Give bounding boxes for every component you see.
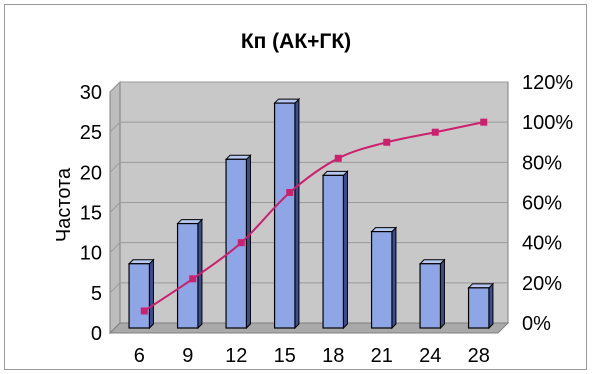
bar: [370, 231, 393, 329]
y-tick-label: 20: [80, 162, 102, 184]
y-tick-label: 0: [91, 323, 102, 345]
y-tick-label: 10: [80, 243, 102, 265]
gridline-side: [109, 161, 121, 173]
y-tick-label: 5: [91, 283, 102, 305]
bar: [225, 158, 248, 329]
bar-side: [294, 97, 300, 330]
x-tick-label: 28: [468, 345, 490, 367]
plot-floor: [108, 322, 510, 334]
x-tick-label: 18: [322, 345, 344, 367]
y2-tick-label: 120%: [522, 72, 573, 94]
bar: [322, 174, 345, 329]
cumulative-point: [480, 118, 488, 126]
cumulative-line: [143, 121, 484, 312]
y-tick-label: 30: [80, 82, 102, 104]
x-tick-label: 6: [134, 345, 145, 367]
x-tick-label: 12: [225, 345, 247, 367]
cumulative-point: [383, 138, 391, 146]
y2-tick-label: 0%: [522, 313, 551, 335]
y-tick-label: 25: [80, 122, 102, 144]
plot-area: 0 5 10 15 20 25 30 0% 20% 40% 60% 80% 100% 120% 6 9 12 15…: [80, 72, 574, 367]
bar-side: [391, 226, 397, 330]
y-tick-label: 15: [80, 203, 102, 225]
y2-tick-label: 100%: [522, 112, 573, 134]
x-tick-label: 15: [274, 345, 296, 367]
bar-side: [342, 170, 348, 330]
bar-top: [467, 283, 495, 289]
bar-top: [418, 259, 446, 265]
y-axis-label: Частота: [53, 167, 75, 242]
cumulative-point: [334, 154, 342, 162]
bar-side: [245, 154, 251, 330]
bar-side: [148, 258, 154, 330]
cumulative-point: [189, 275, 197, 283]
x-tick-label: 21: [371, 345, 393, 367]
bar-side: [439, 258, 445, 330]
cumulative-point: [237, 239, 245, 247]
x-tick-label: 9: [182, 345, 193, 367]
gridline-side: [109, 81, 121, 93]
bar-top: [321, 170, 349, 176]
cumulative-point: [286, 188, 294, 196]
gridline-side: [109, 282, 121, 294]
y2-tick-label: 20%: [522, 273, 562, 295]
y2-tick-label: 40%: [522, 233, 562, 255]
x-tick-label: 24: [419, 345, 441, 367]
bar: [273, 102, 296, 329]
y2-tick-label: 80%: [522, 152, 562, 174]
bar: [128, 263, 151, 329]
bar-side: [488, 282, 494, 330]
chart-title: Кп (АК+ГК): [241, 30, 351, 53]
bar: [467, 287, 490, 329]
cumulative-point: [140, 307, 148, 315]
y2-tick-label: 60%: [522, 193, 562, 215]
bar-top: [370, 227, 398, 233]
bar-top: [127, 259, 155, 265]
gridline-side: [109, 121, 121, 133]
gridline-side: [109, 202, 121, 213]
gridline-side: [109, 242, 121, 254]
cumulative-point: [431, 128, 439, 136]
bar: [419, 263, 442, 329]
